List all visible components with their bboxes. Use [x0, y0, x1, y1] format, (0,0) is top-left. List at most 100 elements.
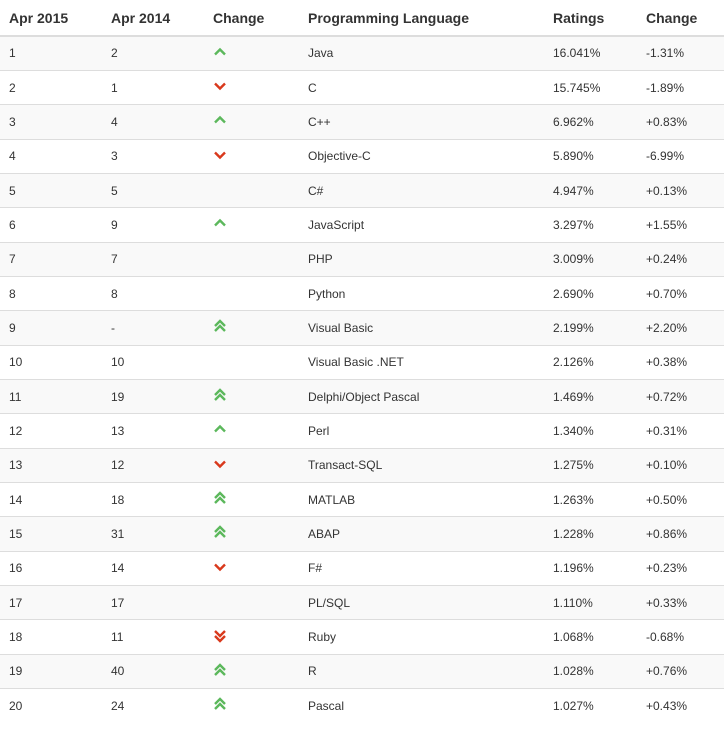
rating-cell: 1.110% [544, 584, 637, 620]
rank-2014-cell: 18 [102, 481, 204, 517]
language-cell: Objective-C [299, 138, 544, 174]
delta-cell: +0.23% [637, 550, 724, 586]
rank-2015-cell: 19 [0, 653, 102, 689]
table-header: Apr 2015 Apr 2014 Change Programming Lan… [0, 0, 724, 37]
language-cell: F# [299, 550, 544, 586]
language-cell: Delphi/Object Pascal [299, 378, 544, 414]
language-cell: Ruby [299, 619, 544, 655]
language-cell: Perl [299, 413, 544, 449]
table-row: 4 3 Objective-C 5.890% -6.99% [0, 138, 724, 174]
table-row: 6 9 JavaScript 3.297% +1.55% [0, 207, 724, 243]
double-arrow-up-icon [213, 663, 227, 677]
table-row: 9- Visual Basic 2.199% +2.20% [0, 310, 724, 346]
rank-2015-cell: 5 [0, 172, 102, 208]
table-row: 10 10 Visual Basic .NET 2.126% +0.38% [0, 344, 724, 380]
language-cell: Transact-SQL [299, 447, 544, 483]
header-apr-2014: Apr 2014 [102, 0, 204, 37]
rank-2014-cell: 17 [102, 584, 204, 620]
change-icon-cell [204, 310, 299, 346]
rank-2015-cell: 12 [0, 413, 102, 449]
rating-cell: 2.199% [544, 310, 637, 346]
table-row: 18 11 Ruby 1.068% -0.68% [0, 619, 724, 655]
double-arrow-down-icon [213, 629, 227, 643]
arrow-down-icon [213, 457, 227, 471]
rank-2015-cell: 4 [0, 138, 102, 174]
double-arrow-up-icon [213, 525, 227, 539]
table-row: 20 24 Pascal 1.027% +0.43% [0, 688, 724, 723]
rank-2015-cell: 11 [0, 378, 102, 414]
arrow-up-icon [213, 216, 227, 230]
delta-cell: +1.55% [637, 207, 724, 243]
change-icon-cell [204, 516, 299, 552]
rank-2014-cell: 31 [102, 516, 204, 552]
language-cell: Python [299, 275, 544, 311]
header-row: Apr 2015 Apr 2014 Change Programming Lan… [0, 0, 724, 37]
rank-2014-cell: 5 [102, 172, 204, 208]
rank-2015-cell: 16 [0, 550, 102, 586]
table-row: 5 5 C# 4.947% +0.13% [0, 172, 724, 208]
language-cell: Pascal [299, 688, 544, 723]
change-icon-cell [204, 344, 299, 380]
rank-2014-cell: 8 [102, 275, 204, 311]
rank-2015-cell: 18 [0, 619, 102, 655]
delta-cell: +0.86% [637, 516, 724, 552]
table-row: 11 19 Delphi/Object Pascal 1.469% +0.72% [0, 378, 724, 414]
rank-2014-cell: 12 [102, 447, 204, 483]
double-arrow-up-icon [213, 388, 227, 402]
delta-cell: +0.31% [637, 413, 724, 449]
change-icon-cell [204, 378, 299, 414]
rank-2015-cell: 14 [0, 481, 102, 517]
table-row: 15 31 ABAP 1.228% +0.86% [0, 516, 724, 552]
change-icon-cell [204, 688, 299, 723]
change-icon-cell [204, 413, 299, 449]
rank-2014-cell: 40 [102, 653, 204, 689]
rank-2014-cell: 13 [102, 413, 204, 449]
rating-cell: 16.041% [544, 35, 637, 71]
change-icon-cell [204, 207, 299, 243]
language-cell: R [299, 653, 544, 689]
delta-cell: +0.13% [637, 172, 724, 208]
rank-2014-cell: - [102, 310, 204, 346]
arrow-down-icon [213, 148, 227, 162]
rank-2015-cell: 7 [0, 241, 102, 277]
change-icon-cell [204, 69, 299, 105]
rank-2015-cell: 9 [0, 310, 102, 346]
table-row: 19 40 R 1.028% +0.76% [0, 653, 724, 689]
double-arrow-up-icon [213, 319, 227, 333]
table-row: 7 7 PHP 3.009% +0.24% [0, 241, 724, 277]
rank-2014-cell: 14 [102, 550, 204, 586]
header-ratings: Ratings [544, 0, 637, 37]
rating-cell: 1.196% [544, 550, 637, 586]
delta-cell: -0.68% [637, 619, 724, 655]
header-change-percent: Change [637, 0, 724, 37]
rating-cell: 2.126% [544, 344, 637, 380]
delta-cell: +0.50% [637, 481, 724, 517]
change-icon-cell [204, 241, 299, 277]
arrow-down-icon [213, 79, 227, 93]
change-icon-cell [204, 619, 299, 655]
delta-cell: +0.33% [637, 584, 724, 620]
header-programming-language: Programming Language [299, 0, 544, 37]
rank-2015-cell: 2 [0, 69, 102, 105]
rating-cell: 1.228% [544, 516, 637, 552]
delta-cell: +0.38% [637, 344, 724, 380]
table-row: 13 12 Transact-SQL 1.275% +0.10% [0, 447, 724, 483]
rank-2014-cell: 19 [102, 378, 204, 414]
rank-2015-cell: 3 [0, 104, 102, 140]
change-icon-cell [204, 550, 299, 586]
arrow-up-icon [213, 45, 227, 59]
delta-cell: +0.43% [637, 688, 724, 723]
language-cell: C# [299, 172, 544, 208]
language-cell: PHP [299, 241, 544, 277]
double-arrow-up-icon [213, 697, 227, 711]
rank-2015-cell: 6 [0, 207, 102, 243]
rank-2014-cell: 4 [102, 104, 204, 140]
rank-2014-cell: 2 [102, 35, 204, 71]
table-row: 16 14 F# 1.196% +0.23% [0, 550, 724, 586]
rating-cell: 1.340% [544, 413, 637, 449]
rank-2014-cell: 1 [102, 69, 204, 105]
delta-cell: +0.83% [637, 104, 724, 140]
rating-cell: 4.947% [544, 172, 637, 208]
rank-2014-cell: 7 [102, 241, 204, 277]
